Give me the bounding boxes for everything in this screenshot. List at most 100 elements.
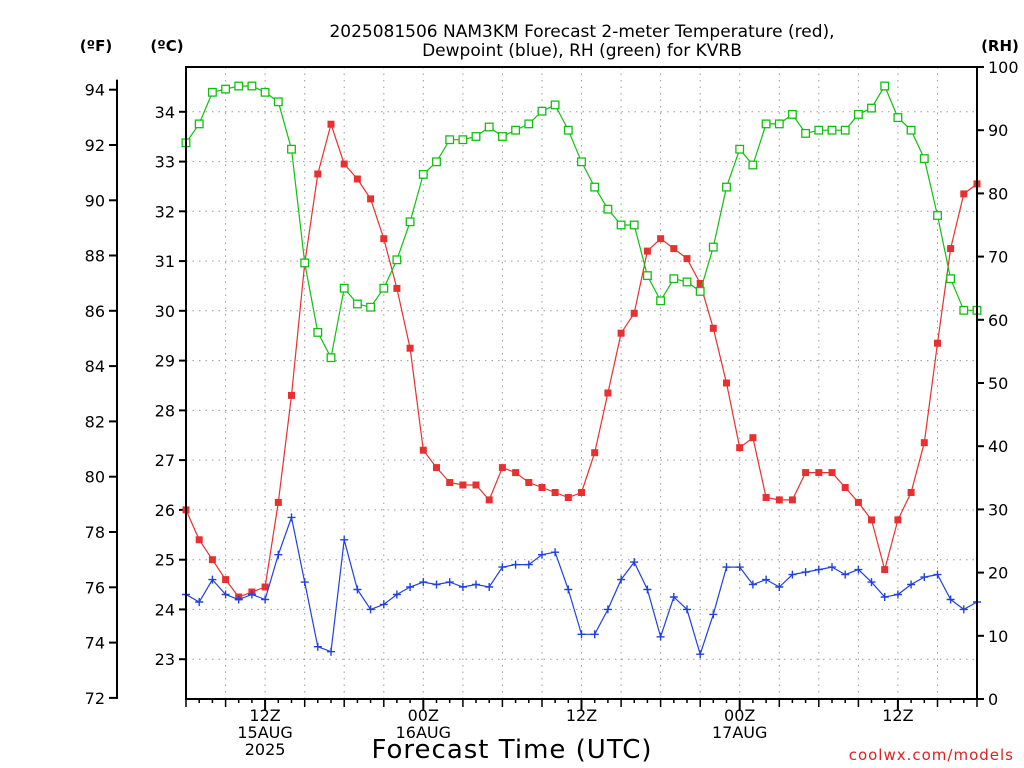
rh-point: [867, 103, 876, 113]
dewpoint-point: [247, 590, 256, 599]
rh-point: [787, 109, 797, 119]
dewpoint-point: [564, 585, 573, 594]
dewpoint-point: [603, 605, 612, 614]
rh-point: [695, 286, 705, 296]
rh-point: [616, 220, 626, 230]
celsius-tick-label: 27: [155, 451, 175, 470]
fahrenheit-tick-label: 74: [85, 634, 105, 653]
rh-point: [669, 274, 679, 284]
celsius-tick-label: 29: [155, 352, 175, 371]
rh-point: [563, 125, 573, 135]
dewpoint-point: [353, 585, 362, 594]
rh-point: [300, 258, 310, 268]
dewpoint-point: [261, 595, 270, 604]
rh-point: [405, 217, 415, 227]
rh-point: [735, 144, 745, 154]
temperature-point: [604, 389, 612, 397]
dewpoint-point: [854, 565, 863, 574]
dewpoint-point: [472, 580, 480, 589]
celsius-unit-label: (ºC): [150, 37, 183, 55]
dewpoint-point: [551, 548, 560, 557]
temperature-point: [288, 391, 295, 399]
rh-tick-label: 50: [988, 374, 1008, 393]
rh-point: [761, 119, 771, 129]
rh-point: [577, 157, 586, 167]
rh-point: [497, 132, 507, 141]
rh-tick-label: 30: [988, 500, 1008, 519]
dewpoint-point: [366, 605, 375, 614]
x-tick-label: 12Z: [566, 706, 597, 725]
dewpoint-point: [340, 535, 349, 544]
celsius-tick-label: 24: [155, 600, 175, 619]
dewpoint-point: [920, 573, 929, 582]
temperature-point: [419, 446, 427, 454]
dewpoint-point: [234, 595, 243, 604]
fahrenheit-tick-label: 80: [85, 468, 105, 487]
temperature-point: [261, 583, 269, 591]
dewpoint-point: [445, 578, 454, 587]
temperature-point: [485, 496, 493, 504]
celsius-tick-label: 25: [155, 551, 175, 570]
rh-point: [247, 81, 257, 91]
rh-point: [524, 119, 534, 129]
dewpoint-point: [669, 593, 678, 601]
rh-point: [590, 182, 600, 192]
rh-point: [484, 122, 494, 132]
temperature-point: [841, 484, 849, 491]
rh-point: [339, 283, 349, 293]
temperature-point: [498, 464, 506, 472]
fahrenheit-tick-label: 92: [85, 136, 105, 155]
temperature-point: [327, 120, 335, 128]
rh-point: [933, 211, 942, 220]
rh-point: [656, 296, 666, 306]
temperature-point: [762, 494, 770, 501]
rh-point: [352, 299, 362, 309]
temperature-point: [274, 498, 282, 506]
dewpoint-point: [392, 590, 401, 599]
rh-point: [708, 242, 718, 252]
dewpoint-point: [748, 580, 757, 589]
dewpoint-point: [735, 563, 744, 572]
temperature-point: [643, 247, 651, 255]
dewpoint-point: [524, 560, 533, 569]
rh-point: [682, 277, 692, 287]
fahrenheit-tick-label: 82: [85, 412, 105, 431]
temperature-point: [340, 160, 348, 168]
temperature-point: [815, 469, 823, 477]
rh-point: [537, 106, 547, 116]
rh-point: [326, 353, 336, 363]
temperature-point: [736, 444, 744, 452]
dewpoint-point: [458, 583, 467, 591]
credit-text: coolwx.com/models: [849, 746, 1014, 764]
x-tick-label: 16AUG: [396, 723, 451, 742]
temperature-point: [222, 576, 230, 584]
rh-point: [418, 169, 428, 179]
temperature-point: [934, 339, 941, 347]
dewpoint-point: [590, 630, 599, 639]
celsius-tick-label: 31: [155, 252, 175, 271]
temperature-point: [868, 516, 875, 524]
rh-point: [471, 132, 481, 141]
rh-point: [194, 119, 204, 129]
temperature-point: [960, 190, 968, 198]
rh-tick-label: 10: [988, 627, 1008, 646]
fahrenheit-tick-label: 84: [85, 357, 105, 376]
temperature-point: [828, 469, 836, 477]
dewpoint-point: [195, 598, 204, 606]
axes: 72 74 76 78 80 82 84 86 88 90 92 94 23 24 25 26 27 28 29 30…: [85, 58, 1019, 759]
x-tick-label: 12Z: [249, 706, 280, 725]
temperature-point: [433, 464, 440, 472]
temperature-point: [775, 496, 783, 504]
dewpoint-point: [959, 605, 968, 614]
temperature-point: [314, 170, 322, 178]
rh-point: [722, 182, 731, 192]
fahrenheit-tick-label: 76: [85, 578, 105, 597]
temperature-point: [591, 449, 599, 457]
temperature-point: [406, 344, 414, 352]
temperature-point: [617, 329, 625, 337]
dewpoint-point: [788, 570, 797, 579]
temperature-point: [723, 379, 730, 387]
rh-point: [853, 109, 863, 119]
rh-point: [603, 204, 613, 214]
x-tick-label: 00Z: [408, 706, 439, 725]
